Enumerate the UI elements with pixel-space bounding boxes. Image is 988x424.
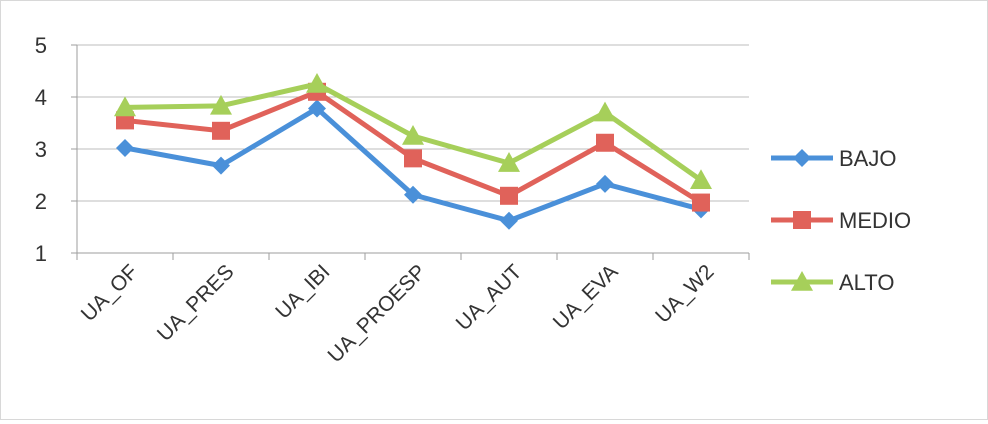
data-point-medio-ua-w2: [692, 193, 710, 212]
data-point-alto-ua-ibi: [306, 73, 328, 93]
y-tick-label-4: 4: [35, 85, 47, 110]
data-point-alto-ua-w2: [690, 169, 712, 189]
legend-marker-bajo: [793, 149, 811, 167]
x-tick-label-ua-of: UA_OF: [77, 260, 143, 326]
data-point-alto-ua-pres: [210, 94, 232, 115]
data-point-bajo-ua-of: [116, 138, 134, 157]
data-point-medio-ua-pres: [212, 121, 230, 140]
data-point-medio-ua-proesp: [404, 149, 422, 168]
data-point-medio-ua-eva: [596, 133, 614, 152]
y-tick-label-2: 2: [35, 189, 47, 214]
legend-label-medio: MEDIO: [839, 208, 911, 233]
legend-label-alto: ALTO: [839, 270, 894, 295]
x-tick-label-ua-eva: UA_EVA: [549, 260, 623, 334]
data-point-bajo-ua-proesp: [404, 185, 422, 204]
data-point-medio-ua-aut: [500, 186, 518, 205]
x-tick-label-ua-aut: UA_AUT: [452, 260, 527, 335]
y-tick-label-1: 1: [35, 241, 47, 266]
x-tick-label-ua-pres: UA_PRES: [153, 260, 239, 346]
x-tick-label-ua-ibi: UA_IBI: [271, 260, 334, 323]
data-point-bajo-ua-aut: [500, 211, 518, 230]
legend-marker-alto: [791, 271, 813, 291]
data-point-bajo-ua-pres: [212, 156, 230, 175]
legend-label-bajo: BAJO: [839, 146, 896, 171]
y-tick-label-5: 5: [35, 33, 47, 58]
y-tick-label-3: 3: [35, 137, 47, 162]
data-point-alto-ua-eva: [594, 101, 616, 122]
x-tick-label-ua-proesp: UA_PROESP: [323, 260, 430, 367]
data-point-bajo-ua-eva: [596, 174, 614, 193]
x-tick-label-ua-w2: UA_W2: [651, 260, 718, 327]
data-point-alto-ua-of: [114, 96, 136, 117]
legend-marker-medio: [793, 211, 811, 229]
data-point-bajo-ua-ibi: [308, 99, 326, 118]
data-point-alto-ua-proesp: [402, 125, 424, 145]
data-point-alto-ua-aut: [498, 152, 520, 172]
